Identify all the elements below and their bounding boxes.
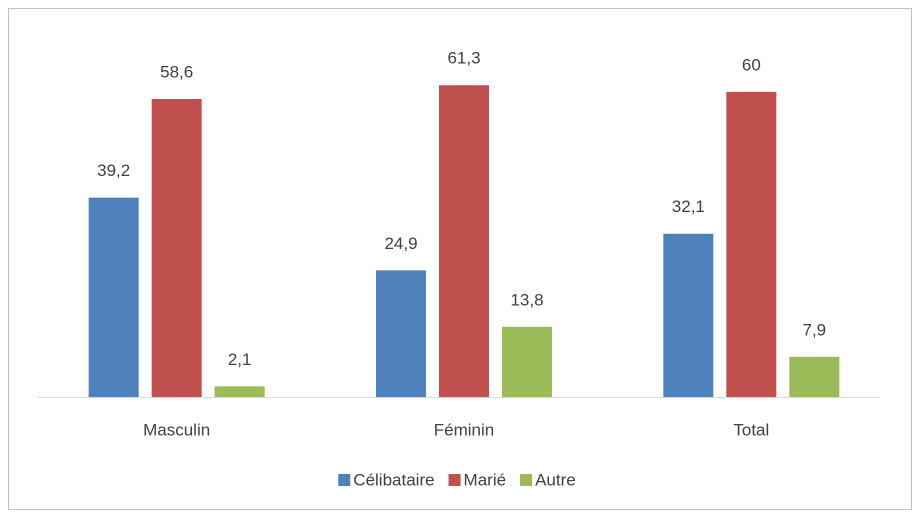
legend-label: Autre [535, 470, 576, 489]
bar [439, 85, 489, 397]
value-label: 39,2 [97, 161, 130, 180]
bar [726, 91, 777, 397]
legend-label: Marié [464, 470, 507, 489]
bar [502, 326, 552, 397]
bar [789, 356, 840, 397]
bar [151, 98, 202, 397]
value-label: 58,6 [160, 62, 193, 81]
bar [663, 233, 714, 397]
legend: Célibataire Marié Autre [338, 470, 576, 489]
x-tick-label: Total [733, 420, 769, 439]
legend-swatch [520, 474, 533, 486]
bar [376, 270, 426, 397]
bar [214, 386, 265, 397]
value-label: 7,9 [803, 320, 827, 339]
bar [88, 197, 139, 397]
value-label: 61,3 [447, 49, 480, 68]
value-label: 2,1 [228, 350, 252, 369]
x-tick-label: Masculin [143, 420, 210, 439]
x-tick-label: Féminin [434, 420, 494, 439]
value-label: 13,8 [510, 290, 543, 309]
legend-swatch [338, 474, 351, 486]
value-label: 32,1 [672, 197, 705, 216]
value-label: 60 [742, 55, 761, 74]
value-label: 24,9 [384, 234, 417, 253]
legend-swatch [448, 474, 461, 486]
legend-label: Célibataire [353, 470, 434, 489]
